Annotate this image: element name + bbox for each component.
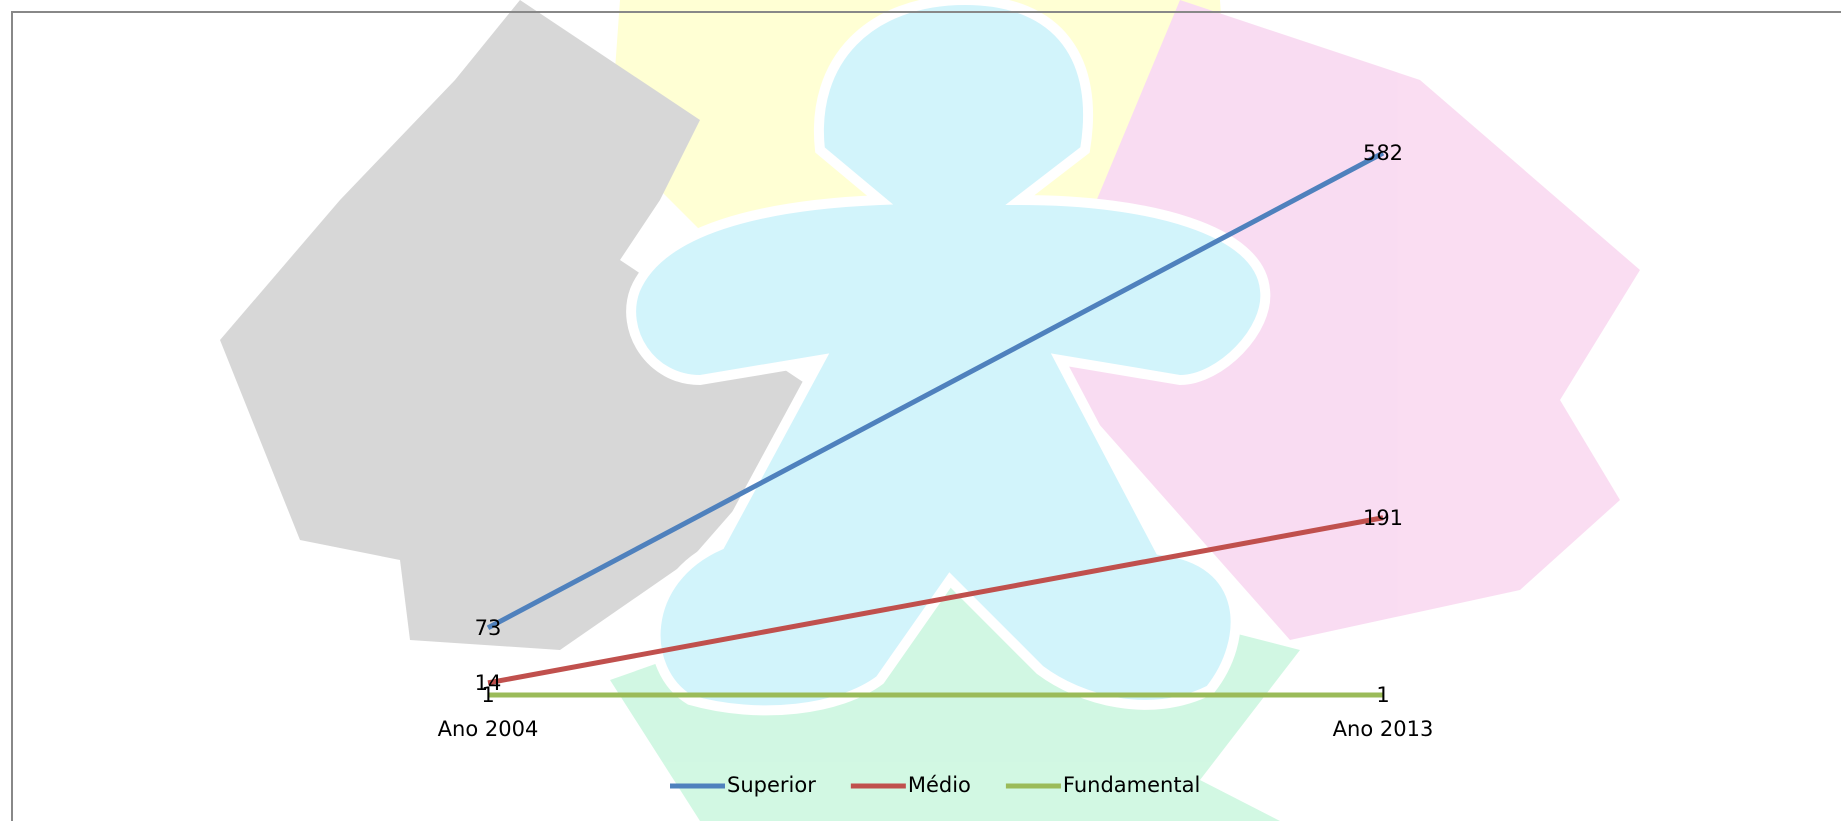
data-label: 1 [1376,683,1389,707]
x-tick-label: Ano 2013 [1333,717,1434,741]
x-tick-label: Ano 2004 [438,717,539,741]
series-line [486,150,1385,631]
legend-label: Fundamental [1063,773,1200,797]
series-line [487,515,1384,686]
legend-label: Médio [908,773,971,797]
background-art [220,0,1640,821]
chart-frame [11,11,1841,821]
data-label: 73 [475,616,502,640]
data-label: 14 [475,671,502,695]
legend-label: Superior [727,773,816,797]
data-label: 582 [1363,141,1403,165]
data-label: 191 [1363,506,1403,530]
data-label: 1 [481,683,494,707]
